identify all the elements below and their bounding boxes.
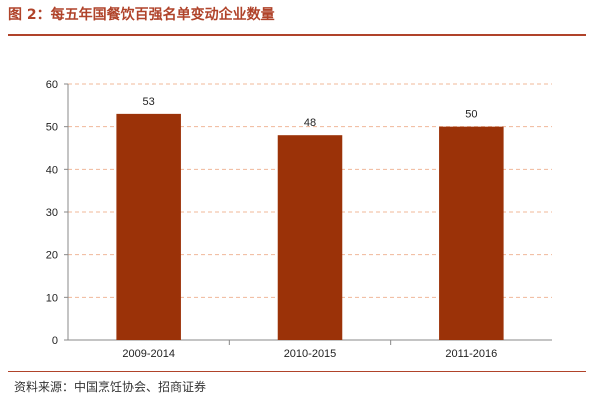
figure-title: 图 2：每五年国餐饮百强名单变动企业数量 (8, 7, 275, 23)
title-divider (8, 34, 586, 36)
x-tick-label: 2011-2016 (445, 348, 497, 360)
y-tick-label: 40 (46, 164, 58, 176)
source-note: 资料来源：中国烹饪协会、招商证券 (14, 380, 207, 394)
source-divider (8, 371, 586, 372)
y-tick-label: 30 (46, 207, 58, 219)
y-tick-label: 60 (46, 79, 58, 91)
bar-value-label: 50 (465, 109, 477, 121)
bar-chart: 0 10 20 30 40 50 60 53 2009-2014 48 2010-2015 50 20… (46, 79, 552, 360)
bar-value-label: 53 (143, 96, 155, 108)
bar (277, 135, 343, 340)
x-tick-label: 2009-2014 (122, 348, 175, 360)
label-layer: 53 2009-2014 48 2010-2015 50 2011-2016 (122, 96, 497, 360)
y-tick-label: 20 (46, 250, 58, 262)
y-tick-label: 50 (46, 122, 58, 134)
bar (116, 113, 181, 340)
bar (439, 126, 504, 341)
y-tick-label: 10 (46, 292, 58, 304)
bar-layer (116, 113, 504, 341)
y-tick-label: 0 (52, 335, 58, 347)
x-tick-label: 2010-2015 (284, 348, 337, 360)
bar-value-label: 48 (304, 117, 316, 129)
